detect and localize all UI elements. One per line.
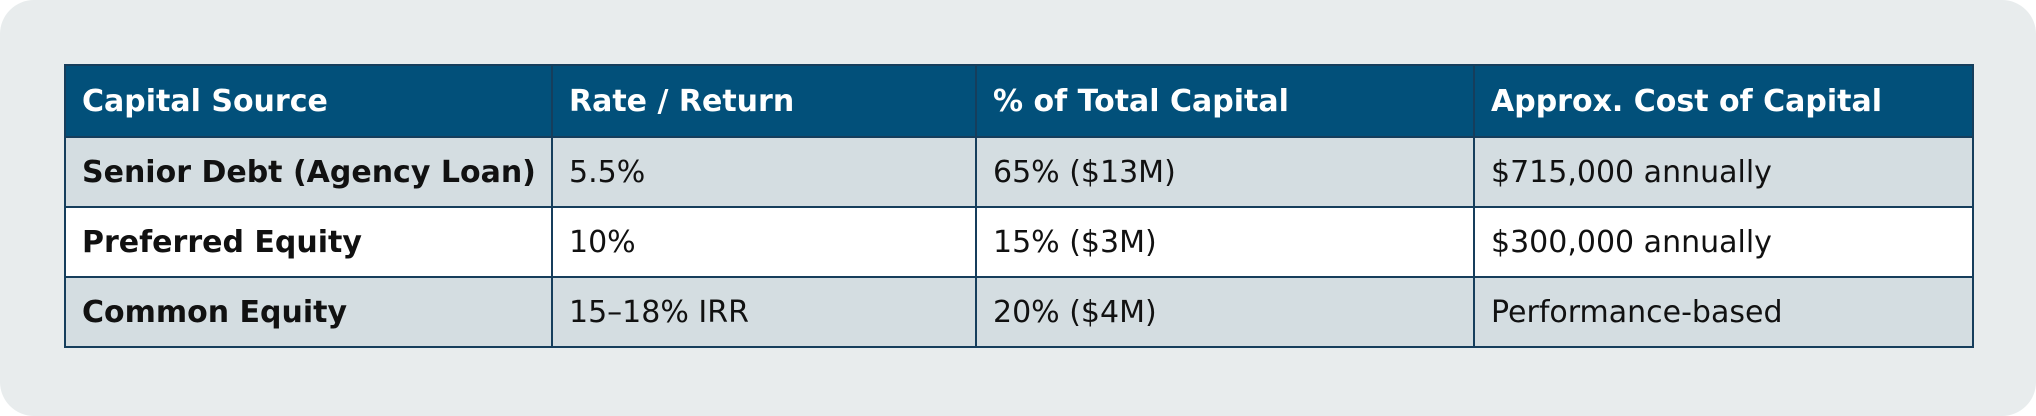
cell-percent-total-capital: 20% ($4M) xyxy=(975,276,1475,348)
header-row: Capital Source Rate / Return % of Total … xyxy=(64,64,1974,138)
cell-capital-source: Senior Debt (Agency Loan) xyxy=(64,136,553,208)
table-body: Senior Debt (Agency Loan) 5.5% 65% ($13M… xyxy=(64,136,1974,348)
table-row: Common Equity 15–18% IRR 20% ($4M) Perfo… xyxy=(64,276,1974,348)
capital-table-wrapper: Capital Source Rate / Return % of Total … xyxy=(64,64,1974,348)
table-row: Preferred Equity 10% 15% ($3M) $300,000 … xyxy=(64,206,1974,278)
cell-rate-return: 15–18% IRR xyxy=(551,276,977,348)
column-header-approx-cost-of-capital: Approx. Cost of Capital xyxy=(1473,64,1974,138)
capital-structure-table: Capital Source Rate / Return % of Total … xyxy=(64,64,1974,348)
cell-approx-cost-of-capital: $715,000 annually xyxy=(1473,136,1974,208)
table-header: Capital Source Rate / Return % of Total … xyxy=(64,64,1974,138)
table-row: Senior Debt (Agency Loan) 5.5% 65% ($13M… xyxy=(64,136,1974,208)
cell-rate-return: 10% xyxy=(551,206,977,278)
cell-rate-return: 5.5% xyxy=(551,136,977,208)
cell-approx-cost-of-capital: Performance-based xyxy=(1473,276,1974,348)
cell-capital-source: Preferred Equity xyxy=(64,206,553,278)
cell-capital-source: Common Equity xyxy=(64,276,553,348)
cell-approx-cost-of-capital: $300,000 annually xyxy=(1473,206,1974,278)
column-header-rate-return: Rate / Return xyxy=(551,64,977,138)
cell-percent-total-capital: 65% ($13M) xyxy=(975,136,1475,208)
column-header-capital-source: Capital Source xyxy=(64,64,553,138)
cell-percent-total-capital: 15% ($3M) xyxy=(975,206,1475,278)
column-header-percent-total-capital: % of Total Capital xyxy=(975,64,1475,138)
